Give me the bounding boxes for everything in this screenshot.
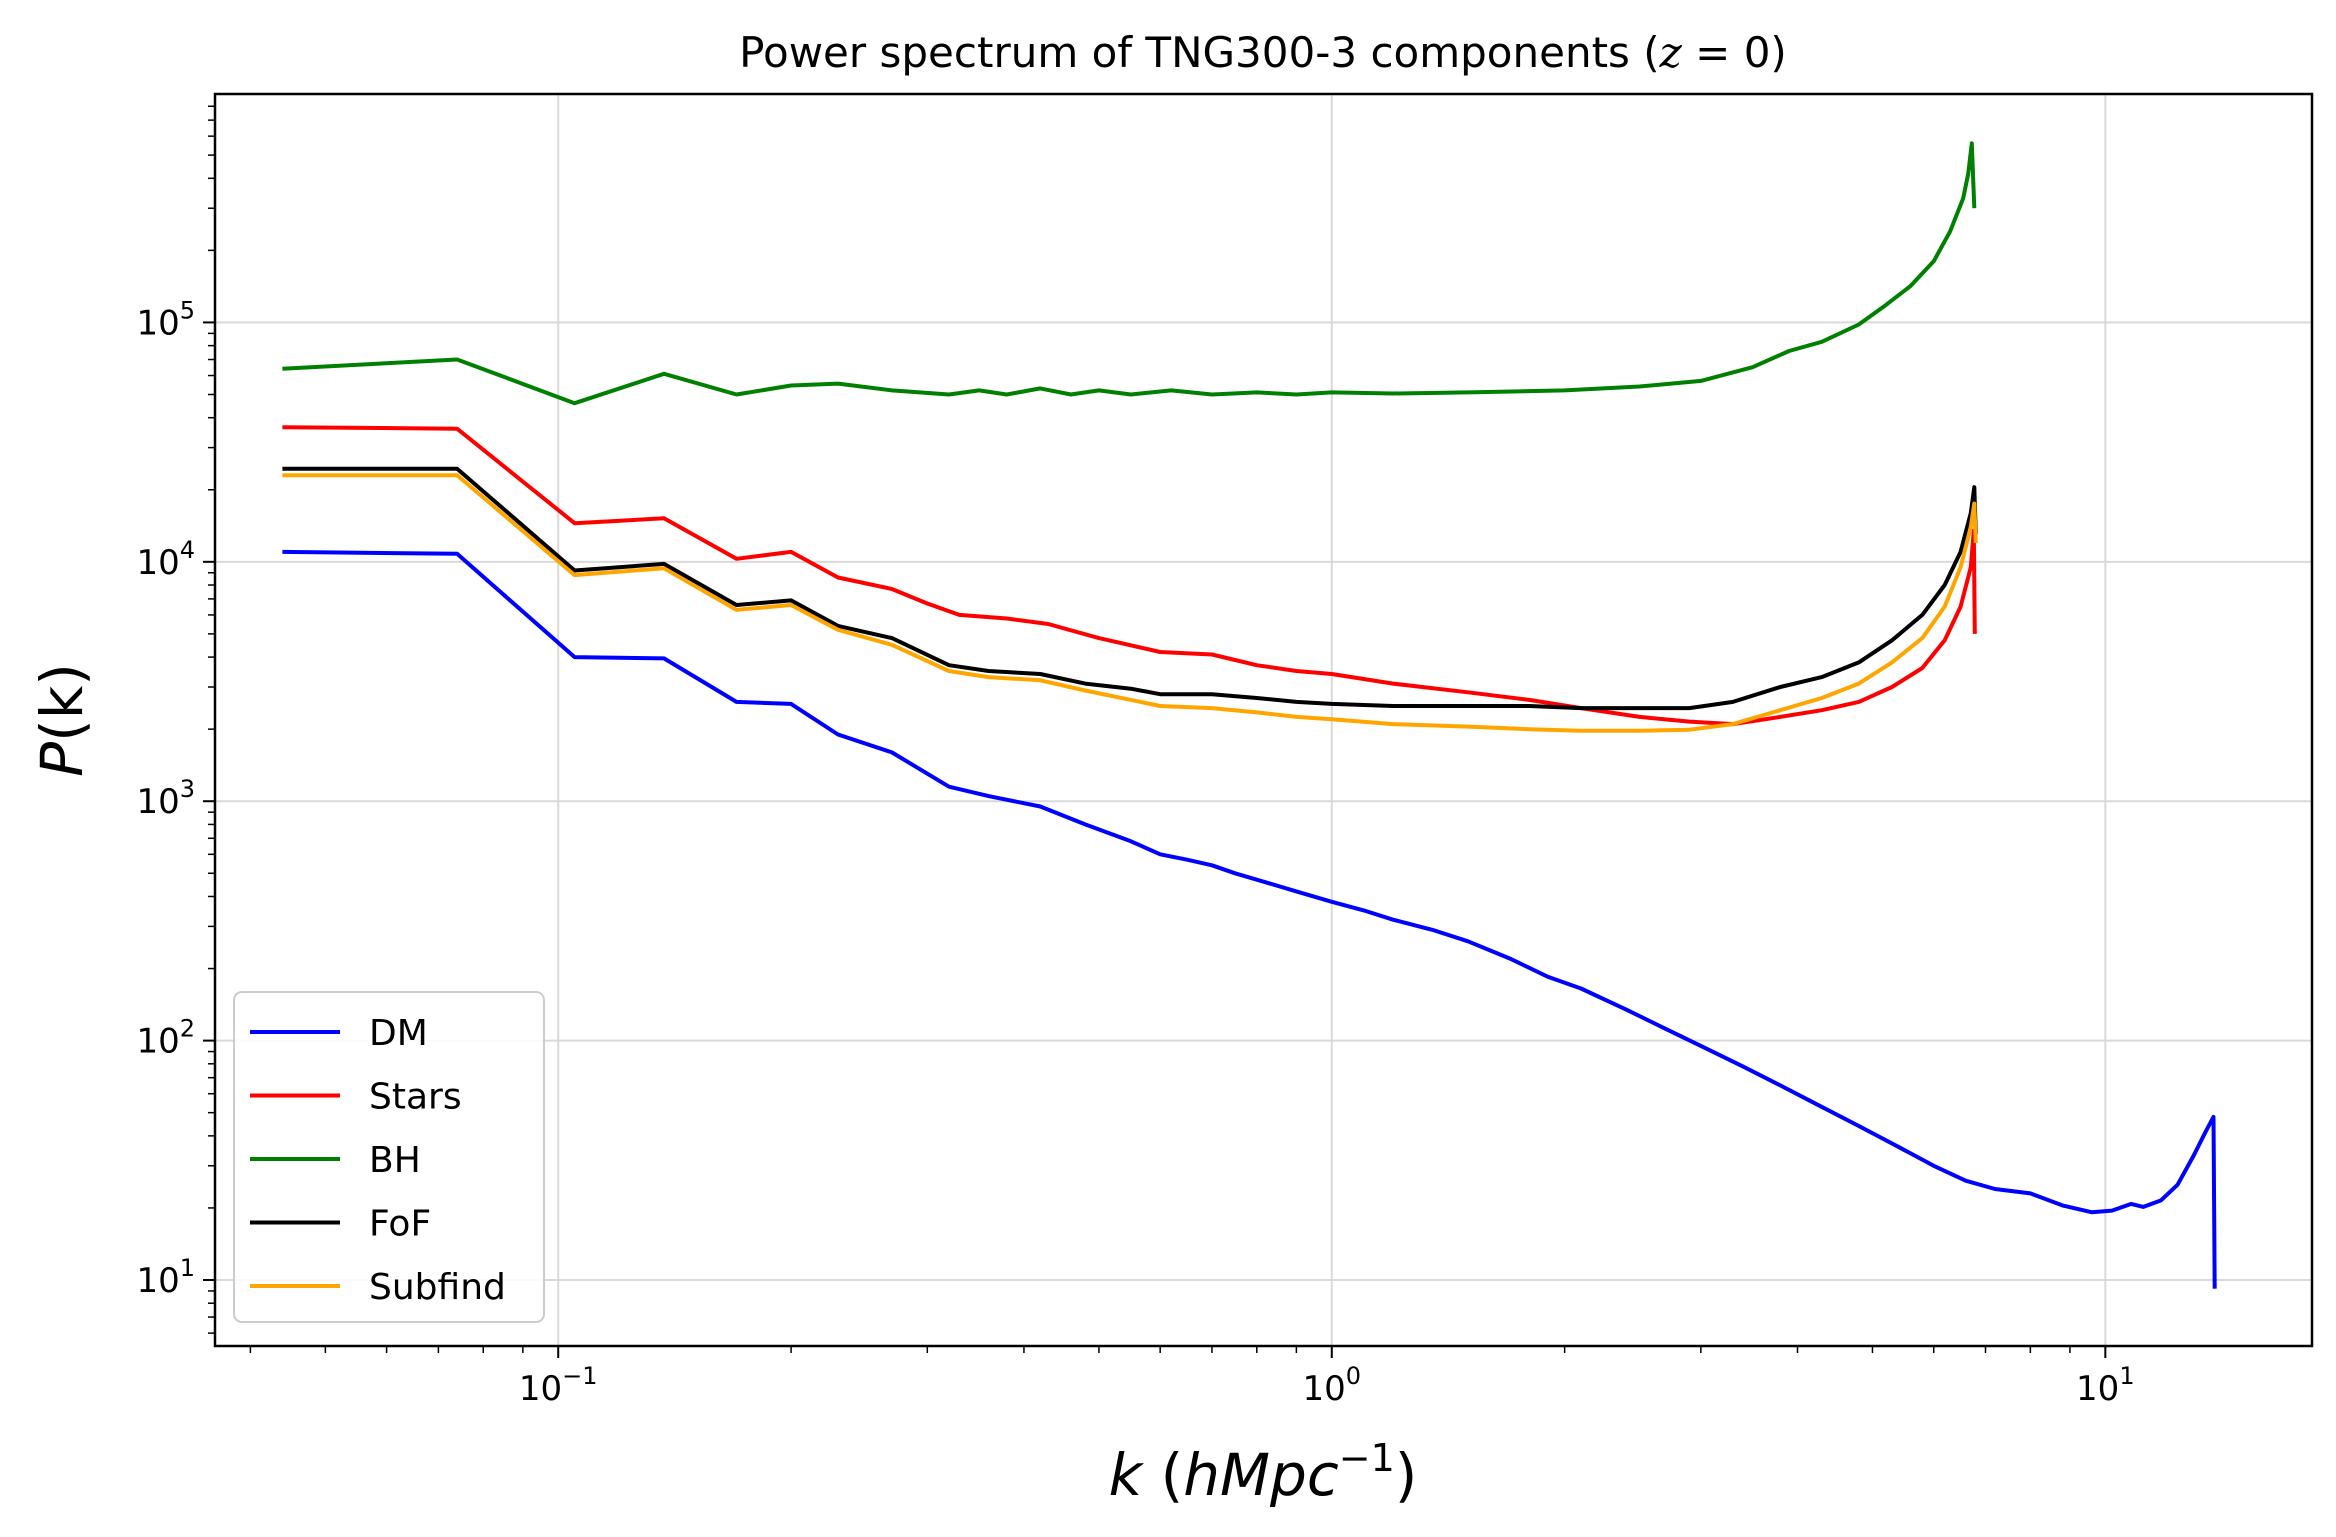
- series-line-fof: [282, 466, 1978, 711]
- legend-label-bh: BH: [369, 1140, 421, 1181]
- legend-frame: [233, 991, 545, 1323]
- tick-labels: 10−1 100 101 101 102 103 104 105: [136, 296, 2134, 1409]
- y-tick-label: 101: [136, 1254, 195, 1301]
- plot-frame: [213, 92, 2314, 1348]
- x-axis-label: k (hMpc−1): [1109, 1436, 1418, 1509]
- y-tick-label: 104: [136, 536, 195, 583]
- series-line-stars: [282, 425, 1977, 727]
- chart-title: Power spectrum of TNG300-3 components (z…: [739, 28, 1787, 77]
- y-axis-label: P(k): [28, 663, 96, 777]
- legend-label-fof: FoF: [369, 1204, 431, 1245]
- y-tick-label: 102: [136, 1015, 195, 1062]
- legend: DM Stars BH FoF Subfind: [233, 991, 545, 1323]
- legend-label-stars: Stars: [369, 1077, 462, 1118]
- series-line-dm: [282, 549, 2217, 1289]
- x-tick-label: 10−1: [519, 1362, 598, 1409]
- series-line-bh: [282, 141, 1977, 406]
- y-tick-label: 105: [136, 296, 195, 343]
- series-line-subfind: [282, 473, 1978, 733]
- series-layer: [282, 141, 2217, 1289]
- y-tick-label: 103: [136, 775, 195, 822]
- major-ticks: [203, 321, 2107, 1358]
- legend-label-dm: DM: [369, 1013, 428, 1054]
- x-tick-label: 100: [1303, 1362, 1362, 1409]
- legend-label-subfind: Subfind: [369, 1267, 506, 1308]
- x-tick-label: 101: [2076, 1362, 2135, 1409]
